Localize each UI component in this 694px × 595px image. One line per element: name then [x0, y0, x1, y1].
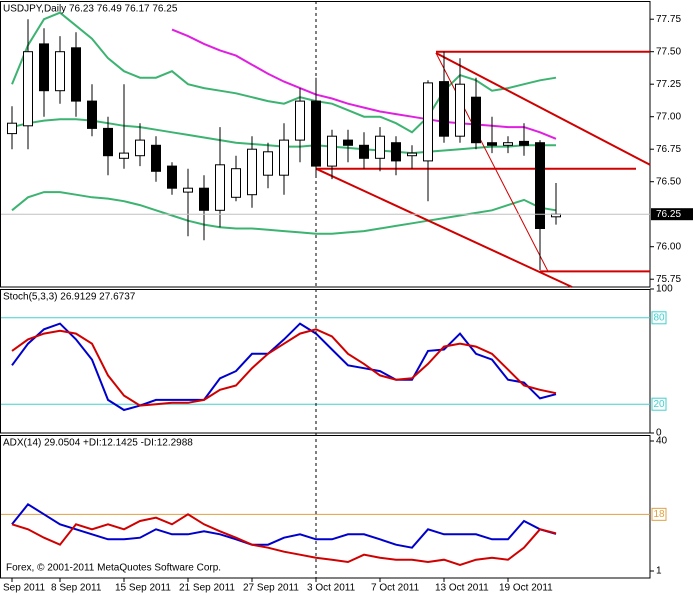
candle-body [279, 139, 289, 176]
current-price-box [651, 208, 693, 221]
y-tick-label: 76.00 [656, 241, 681, 252]
panel-frame [0, 289, 651, 434]
y-tick-label: 1 [656, 566, 662, 577]
candle-body [327, 135, 337, 167]
level-label: 18 [653, 509, 665, 520]
series-line [11, 328, 557, 407]
y-tick-label: 77.25 [656, 79, 681, 90]
candle-body [247, 148, 257, 196]
y-tick-label: 40 [656, 436, 668, 447]
x-tick-label: Sep 2011 [3, 583, 46, 594]
y-tick-label: 100 [656, 284, 673, 295]
y-tick-label: 0 [656, 428, 662, 439]
y-tick-label: 77.00 [656, 111, 681, 122]
level-label-box [651, 397, 667, 411]
x-tick-label: 8 Sep 2011 [51, 583, 102, 594]
candle-body [135, 139, 145, 157]
candle-body [71, 47, 81, 102]
x-tick-label: 21 Sep 2011 [179, 583, 235, 594]
candle-body [359, 144, 369, 159]
copyright: Forex, © 2001-2011 MetaQuotes Software C… [6, 563, 221, 574]
candle-body [183, 187, 193, 193]
candle-body [87, 100, 97, 129]
candle-body [39, 43, 49, 92]
y-tick-label: 77.75 [656, 14, 681, 25]
trend-line [435, 52, 549, 272]
trend-line [315, 167, 573, 288]
x-tick-label: 3 Oct 2011 [307, 583, 356, 594]
candle-body [471, 96, 481, 144]
candle-body [23, 51, 33, 127]
level-label-box [651, 507, 667, 521]
y-tick-label: 77.50 [656, 46, 681, 57]
level-label: 20 [653, 399, 665, 410]
candle-body [167, 165, 177, 189]
x-tick-label: 19 Oct 2011 [499, 583, 553, 594]
candle-body [487, 142, 497, 146]
series-line [11, 322, 557, 412]
panel-frame [0, 435, 651, 579]
candle-body [423, 82, 433, 162]
current-price-label: 76.25 [656, 209, 681, 220]
candle-body [231, 168, 241, 198]
candle-body [215, 164, 225, 211]
candle-body [503, 142, 513, 146]
candle-body [343, 139, 353, 146]
y-tick-label: 76.75 [656, 144, 681, 155]
panel-frame [0, 1, 651, 288]
panel-title: USDJPY,Daily 76.23 76.49 76.17 76.25 [3, 4, 178, 15]
candle-body [151, 144, 161, 172]
candle-body [391, 142, 401, 162]
candle-body [375, 135, 385, 159]
trend-line [435, 52, 651, 166]
x-tick-label: 7 Oct 2011 [371, 583, 420, 594]
level-label-box [651, 311, 667, 325]
overlay-line [11, 11, 557, 134]
level-label: 80 [653, 312, 665, 323]
candle-body [439, 81, 449, 137]
x-tick-label: 27 Sep 2011 [243, 583, 299, 594]
candle-body [295, 100, 305, 141]
x-tick-label: 15 Sep 2011 [115, 583, 171, 594]
series-line [11, 502, 557, 549]
candle-body [7, 122, 17, 135]
candle-body [103, 127, 113, 157]
candle-body [535, 142, 545, 229]
candle-body [407, 152, 417, 157]
candle-body [55, 51, 65, 92]
candle-body [199, 187, 209, 211]
series-line [11, 513, 557, 567]
candle-body [455, 83, 465, 137]
candle-body [263, 151, 273, 176]
panel-title: ADX(14) 29.0504 +DI:12.1425 -DI:12.2988 [3, 438, 193, 449]
candle-body [519, 140, 529, 146]
candle-body [119, 152, 129, 159]
x-tick-label: 13 Oct 2011 [435, 583, 489, 594]
y-tick-label: 75.75 [656, 274, 681, 285]
panel-title: Stoch(5,3,3) 26.9129 27.6737 [3, 292, 136, 303]
y-tick-label: 76.50 [656, 176, 681, 187]
